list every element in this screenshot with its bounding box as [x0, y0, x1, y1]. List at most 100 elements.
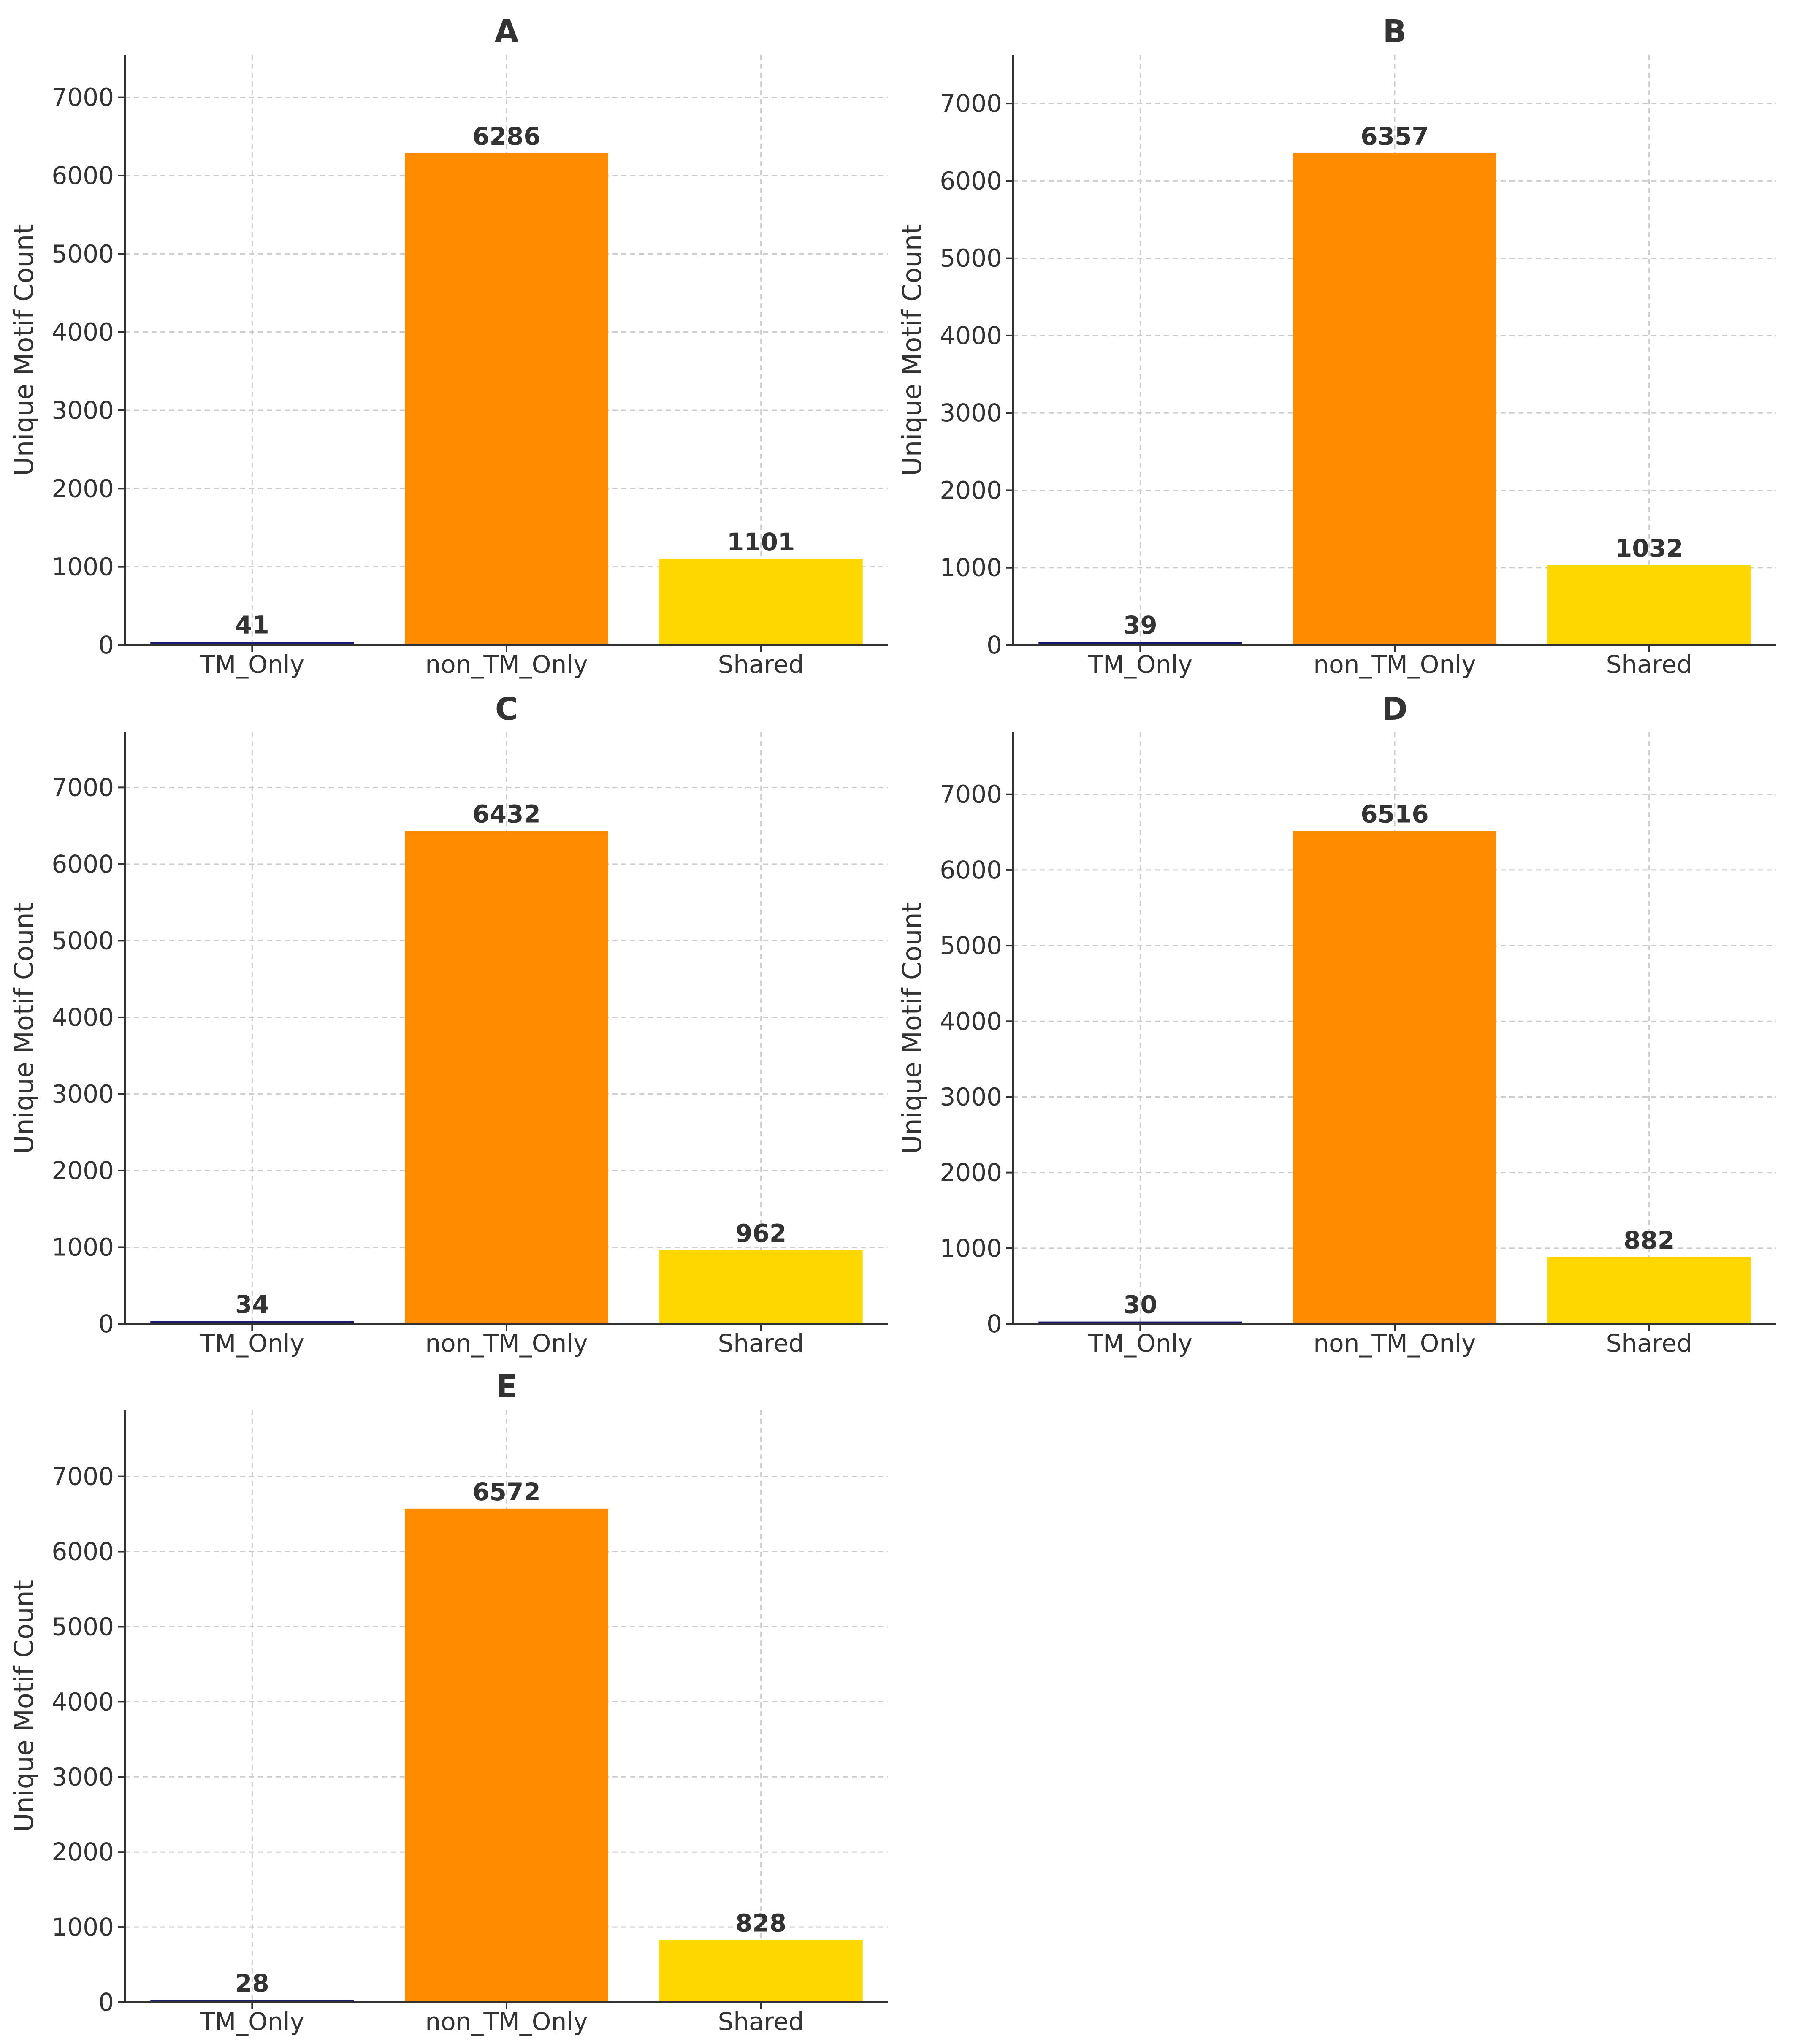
y-axis-label: Unique Motif Count — [897, 902, 927, 1154]
y-tick-label: 6000 — [940, 856, 1002, 884]
chart-panel-b: 0 1000 2000 3000 4000 5000 6000 7000 TM_Only non_… — [897, 14, 1776, 679]
data-label: 6286 — [472, 122, 540, 151]
panel-title: B — [1383, 14, 1406, 50]
bar-tm-only — [150, 1321, 354, 1324]
y-tick-label: 2000 — [940, 476, 1002, 504]
y-tick-label: 6000 — [51, 161, 114, 190]
x-tick-label: Shared — [1606, 650, 1692, 679]
data-label: 6516 — [1360, 800, 1428, 828]
y-tick-label: 1000 — [940, 553, 1002, 582]
data-label: 6432 — [472, 800, 540, 828]
data-label: 1032 — [1615, 534, 1683, 563]
y-tick-label: 5000 — [51, 1612, 114, 1641]
y-tick-label: 4000 — [51, 1687, 114, 1716]
y-axis-label: Unique Motif Count — [8, 1580, 39, 1832]
x-tick-label: Shared — [718, 1329, 804, 1358]
y-tick-label: 4000 — [940, 321, 1002, 350]
y-tick-label: 3000 — [51, 396, 114, 425]
y-tick-label: 1000 — [51, 553, 114, 581]
chart-panel-d: 0 1000 2000 3000 4000 5000 6000 7000 TM_Only non_… — [897, 691, 1776, 1358]
x-tick-label: non_TM_Only — [425, 1329, 588, 1358]
data-label: 1101 — [727, 528, 795, 556]
y-tick-label: 1000 — [940, 1234, 1002, 1263]
y-tick-label: 3000 — [940, 398, 1002, 427]
bar-non-tm-only — [404, 1508, 609, 2002]
x-tick-label: TM_Only — [200, 650, 304, 679]
x-tick-label: Shared — [1606, 1329, 1692, 1358]
y-tick-label: 0 — [98, 631, 114, 659]
y-tick-label: 4000 — [51, 318, 114, 347]
y-tick-label: 4000 — [51, 1003, 114, 1032]
x-tick-label: Shared — [718, 650, 804, 679]
bar-shared — [659, 1250, 863, 1324]
y-tick-label: 5000 — [940, 244, 1002, 273]
y-tick-label: 6000 — [940, 166, 1002, 195]
panel-title: A — [494, 14, 518, 50]
panel-title: C — [495, 691, 518, 727]
y-axis-label: Unique Motif Count — [8, 902, 39, 1154]
data-label: 39 — [1123, 611, 1157, 640]
y-tick-label: 1000 — [51, 1913, 114, 1941]
data-label: 962 — [735, 1219, 786, 1247]
bar-non-tm-only — [1293, 831, 1497, 1324]
y-tick-label: 7000 — [51, 773, 114, 802]
chart-panel-c: 0 1000 2000 3000 4000 5000 6000 7000 TM_Only non_… — [8, 691, 888, 1358]
y-tick-label: 7000 — [51, 1462, 114, 1491]
y-tick-label: 5000 — [51, 239, 114, 268]
y-tick-label: 7000 — [940, 780, 1002, 809]
x-tick-label: TM_Only — [1088, 650, 1192, 679]
bar-shared — [659, 1940, 863, 2002]
y-tick-label: 4000 — [940, 1007, 1002, 1036]
bar-tm-only — [1038, 642, 1242, 645]
y-tick-label: 1000 — [51, 1233, 114, 1261]
bar-shared — [659, 558, 863, 645]
panel-title: D — [1382, 691, 1407, 727]
x-tick-label: TM_Only — [1088, 1329, 1192, 1358]
bar-tm-only — [1038, 1321, 1242, 1324]
y-tick-label: 0 — [986, 631, 1002, 659]
data-label: 28 — [235, 1969, 269, 1998]
x-tick-label: Shared — [718, 2007, 804, 2036]
data-label: 34 — [235, 1290, 269, 1319]
panel-title: E — [496, 1369, 518, 1405]
y-tick-label: 0 — [98, 1309, 114, 1338]
bar-shared — [1547, 1257, 1751, 1324]
x-tick-label: non_TM_Only — [1313, 1329, 1476, 1358]
data-label: 6357 — [1360, 122, 1428, 151]
bar-tm-only — [150, 642, 354, 645]
x-tick-label: non_TM_Only — [1313, 650, 1476, 679]
x-tick-label: non_TM_Only — [425, 650, 588, 679]
data-label: 41 — [235, 610, 269, 639]
bar-shared — [1547, 565, 1751, 645]
y-axis-label: Unique Motif Count — [8, 224, 39, 476]
y-tick-label: 2000 — [51, 1838, 114, 1866]
y-tick-label: 5000 — [51, 926, 114, 955]
x-tick-label: non_TM_Only — [425, 2007, 588, 2036]
data-label: 882 — [1623, 1226, 1675, 1255]
y-axis-label: Unique Motif Count — [897, 224, 927, 476]
y-tick-label: 6000 — [51, 850, 114, 878]
y-tick-label: 6000 — [51, 1537, 114, 1566]
y-tick-label: 0 — [98, 1988, 114, 2017]
x-tick-label: TM_Only — [200, 1329, 304, 1358]
y-tick-label: 0 — [986, 1309, 1002, 1338]
y-tick-label: 2000 — [51, 474, 114, 503]
bar-non-tm-only — [404, 153, 609, 645]
y-tick-label: 5000 — [940, 931, 1002, 960]
bar-non-tm-only — [1293, 153, 1497, 645]
y-tick-label: 3000 — [51, 1762, 114, 1791]
data-label: 30 — [1123, 1290, 1157, 1319]
chart-panel-e: 0 1000 2000 3000 4000 5000 6000 7000 TM_Only non_… — [8, 1369, 888, 2036]
y-tick-label: 2000 — [51, 1156, 114, 1185]
y-tick-label: 7000 — [940, 89, 1002, 118]
x-tick-label: TM_Only — [200, 2007, 304, 2036]
y-tick-label: 2000 — [940, 1158, 1002, 1187]
bar-non-tm-only — [404, 831, 609, 1324]
chart-panel-a: 0 1000 2000 3000 4000 5000 6000 7000 TM_Only non_… — [8, 14, 888, 679]
data-label: 828 — [735, 1909, 786, 1938]
y-tick-label: 3000 — [940, 1082, 1002, 1111]
y-tick-label: 7000 — [51, 83, 114, 112]
data-label: 6572 — [472, 1477, 540, 1506]
y-tick-label: 3000 — [51, 1079, 114, 1108]
